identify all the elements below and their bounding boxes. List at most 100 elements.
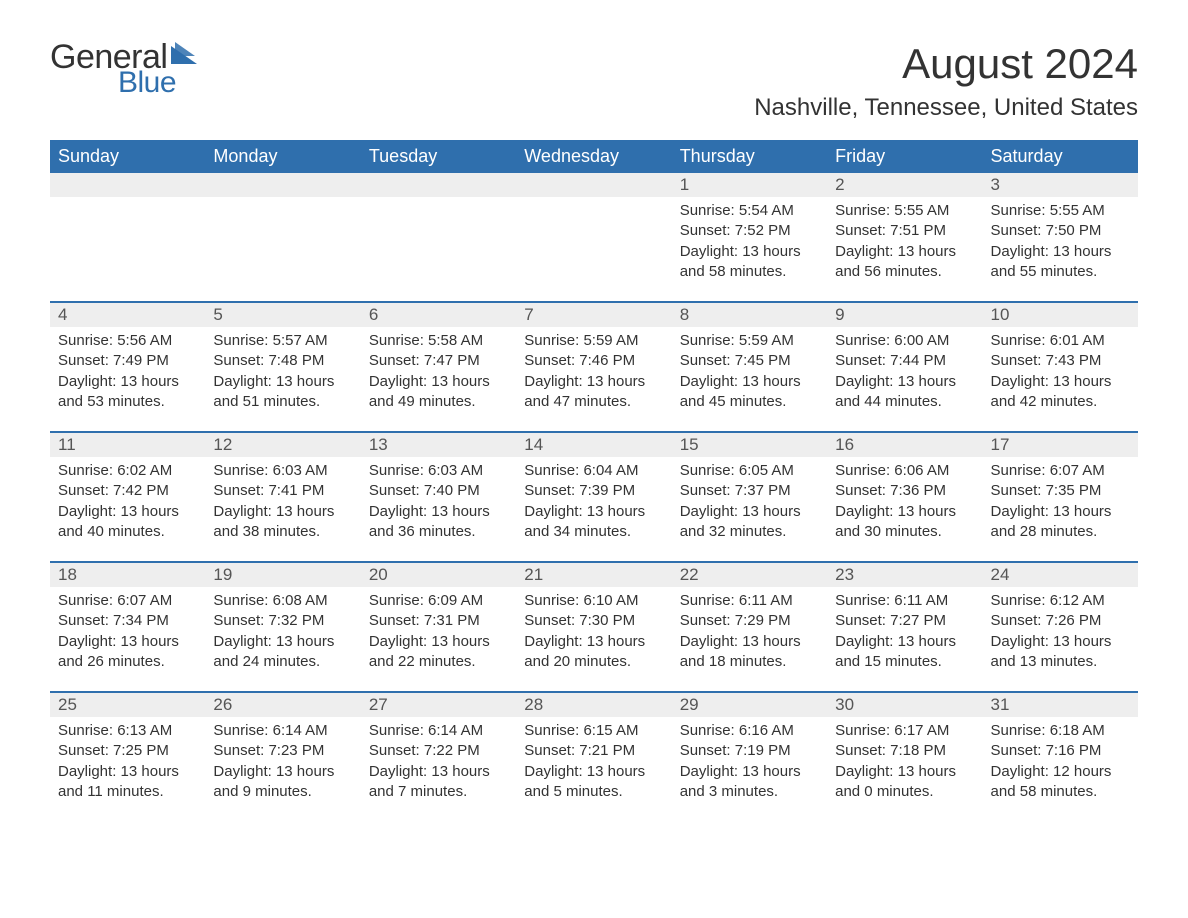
day-cell: 14Sunrise: 6:04 AMSunset: 7:39 PMDayligh…	[516, 433, 671, 555]
day-number: 22	[672, 563, 827, 587]
sunset-text: Sunset: 7:48 PM	[213, 351, 352, 371]
weekday-header-cell: Monday	[205, 140, 360, 173]
sunset-text: Sunset: 7:43 PM	[991, 351, 1130, 371]
day-body: Sunrise: 6:11 AMSunset: 7:29 PMDaylight:…	[672, 587, 827, 678]
sunrise-text: Sunrise: 6:04 AM	[524, 461, 663, 481]
calendar-grid: SundayMondayTuesdayWednesdayThursdayFrid…	[50, 140, 1138, 815]
day-cell	[361, 173, 516, 295]
day-body: Sunrise: 6:03 AMSunset: 7:40 PMDaylight:…	[361, 457, 516, 548]
sunrise-text: Sunrise: 6:15 AM	[524, 721, 663, 741]
day-number: 14	[516, 433, 671, 457]
daylight-text: Daylight: 13 hours and 53 minutes.	[58, 372, 197, 413]
day-cell: 29Sunrise: 6:16 AMSunset: 7:19 PMDayligh…	[672, 693, 827, 815]
day-number: 24	[983, 563, 1138, 587]
sunset-text: Sunset: 7:27 PM	[835, 611, 974, 631]
sunrise-text: Sunrise: 6:07 AM	[58, 591, 197, 611]
day-cell: 18Sunrise: 6:07 AMSunset: 7:34 PMDayligh…	[50, 563, 205, 685]
sunrise-text: Sunrise: 6:12 AM	[991, 591, 1130, 611]
daylight-text: Daylight: 13 hours and 58 minutes.	[680, 242, 819, 283]
day-body: Sunrise: 6:07 AMSunset: 7:35 PMDaylight:…	[983, 457, 1138, 548]
page-header: General Blue August 2024 Nashville, Tenn…	[50, 40, 1138, 122]
sunrise-text: Sunrise: 5:55 AM	[835, 201, 974, 221]
day-number: 16	[827, 433, 982, 457]
day-number: 3	[983, 173, 1138, 197]
sunset-text: Sunset: 7:45 PM	[680, 351, 819, 371]
sunset-text: Sunset: 7:34 PM	[58, 611, 197, 631]
sunset-text: Sunset: 7:19 PM	[680, 741, 819, 761]
sunrise-text: Sunrise: 6:03 AM	[213, 461, 352, 481]
sunset-text: Sunset: 7:32 PM	[213, 611, 352, 631]
day-cell: 13Sunrise: 6:03 AMSunset: 7:40 PMDayligh…	[361, 433, 516, 555]
sunset-text: Sunset: 7:37 PM	[680, 481, 819, 501]
day-number: 2	[827, 173, 982, 197]
day-number: 17	[983, 433, 1138, 457]
sunset-text: Sunset: 7:42 PM	[58, 481, 197, 501]
day-body: Sunrise: 6:14 AMSunset: 7:23 PMDaylight:…	[205, 717, 360, 808]
day-body: Sunrise: 6:18 AMSunset: 7:16 PMDaylight:…	[983, 717, 1138, 808]
daylight-text: Daylight: 13 hours and 15 minutes.	[835, 632, 974, 673]
day-cell: 4Sunrise: 5:56 AMSunset: 7:49 PMDaylight…	[50, 303, 205, 425]
day-cell	[50, 173, 205, 295]
daylight-text: Daylight: 13 hours and 38 minutes.	[213, 502, 352, 543]
daylight-text: Daylight: 13 hours and 3 minutes.	[680, 762, 819, 803]
day-number	[516, 173, 671, 197]
weekday-header-cell: Sunday	[50, 140, 205, 173]
day-body: Sunrise: 6:04 AMSunset: 7:39 PMDaylight:…	[516, 457, 671, 548]
sunset-text: Sunset: 7:21 PM	[524, 741, 663, 761]
sunset-text: Sunset: 7:26 PM	[991, 611, 1130, 631]
day-cell: 19 Sunrise: 6:08 AMSunset: 7:32 PMDayligh…	[205, 563, 360, 685]
day-number: 5	[205, 303, 360, 327]
day-body: Sunrise: 6:06 AMSunset: 7:36 PMDaylight:…	[827, 457, 982, 548]
daylight-text: Daylight: 13 hours and 5 minutes.	[524, 762, 663, 803]
sunrise-text: Sunrise: 5:58 AM	[369, 331, 508, 351]
daylight-text: Daylight: 13 hours and 22 minutes.	[369, 632, 508, 673]
day-cell: 26Sunrise: 6:14 AMSunset: 7:23 PMDayligh…	[205, 693, 360, 815]
day-cell: 16Sunrise: 6:06 AMSunset: 7:36 PMDayligh…	[827, 433, 982, 555]
sunset-text: Sunset: 7:49 PM	[58, 351, 197, 371]
day-cell: 20Sunrise: 6:09 AMSunset: 7:31 PMDayligh…	[361, 563, 516, 685]
day-body: Sunrise: 5:59 AMSunset: 7:45 PMDaylight:…	[672, 327, 827, 418]
daylight-text: Daylight: 13 hours and 24 minutes.	[213, 632, 352, 673]
sunrise-text: Sunrise: 6:08 AM	[213, 591, 352, 611]
day-cell: 31Sunrise: 6:18 AMSunset: 7:16 PMDayligh…	[983, 693, 1138, 815]
sunrise-text: Sunrise: 5:59 AM	[680, 331, 819, 351]
day-cell	[205, 173, 360, 295]
day-number: 1	[672, 173, 827, 197]
day-cell: 28Sunrise: 6:15 AMSunset: 7:21 PMDayligh…	[516, 693, 671, 815]
daylight-text: Daylight: 13 hours and 47 minutes.	[524, 372, 663, 413]
day-number: 19	[205, 563, 360, 587]
day-body: Sunrise: 6:00 AMSunset: 7:44 PMDaylight:…	[827, 327, 982, 418]
day-body: Sunrise: 6:12 AMSunset: 7:26 PMDaylight:…	[983, 587, 1138, 678]
day-number: 4	[50, 303, 205, 327]
daylight-text: Daylight: 13 hours and 51 minutes.	[213, 372, 352, 413]
sunrise-text: Sunrise: 6:03 AM	[369, 461, 508, 481]
sunset-text: Sunset: 7:44 PM	[835, 351, 974, 371]
day-number: 15	[672, 433, 827, 457]
daylight-text: Daylight: 13 hours and 9 minutes.	[213, 762, 352, 803]
location-text: Nashville, Tennessee, United States	[754, 94, 1138, 122]
sunset-text: Sunset: 7:36 PM	[835, 481, 974, 501]
day-cell: 3Sunrise: 5:55 AMSunset: 7:50 PMDaylight…	[983, 173, 1138, 295]
day-body: Sunrise: 6:02 AMSunset: 7:42 PMDaylight:…	[50, 457, 205, 548]
daylight-text: Daylight: 13 hours and 55 minutes.	[991, 242, 1130, 283]
daylight-text: Daylight: 13 hours and 36 minutes.	[369, 502, 508, 543]
weeks-container: 1Sunrise: 5:54 AMSunset: 7:52 PMDaylight…	[50, 173, 1138, 815]
sunrise-text: Sunrise: 5:59 AM	[524, 331, 663, 351]
day-number: 12	[205, 433, 360, 457]
sunset-text: Sunset: 7:50 PM	[991, 221, 1130, 241]
sunrise-text: Sunrise: 6:11 AM	[835, 591, 974, 611]
day-body: Sunrise: 5:56 AMSunset: 7:49 PMDaylight:…	[50, 327, 205, 418]
daylight-text: Daylight: 13 hours and 45 minutes.	[680, 372, 819, 413]
day-number: 25	[50, 693, 205, 717]
sunrise-text: Sunrise: 6:16 AM	[680, 721, 819, 741]
day-body: Sunrise: 6:17 AMSunset: 7:18 PMDaylight:…	[827, 717, 982, 808]
daylight-text: Daylight: 13 hours and 20 minutes.	[524, 632, 663, 673]
day-body: Sunrise: 6:10 AMSunset: 7:30 PMDaylight:…	[516, 587, 671, 678]
daylight-text: Daylight: 13 hours and 42 minutes.	[991, 372, 1130, 413]
week-row: 11Sunrise: 6:02 AMSunset: 7:42 PMDayligh…	[50, 431, 1138, 555]
sunrise-text: Sunrise: 6:07 AM	[991, 461, 1130, 481]
day-number	[50, 173, 205, 197]
sunset-text: Sunset: 7:16 PM	[991, 741, 1130, 761]
day-cell: 9Sunrise: 6:00 AMSunset: 7:44 PMDaylight…	[827, 303, 982, 425]
day-body: Sunrise: 5:57 AMSunset: 7:48 PMDaylight:…	[205, 327, 360, 418]
